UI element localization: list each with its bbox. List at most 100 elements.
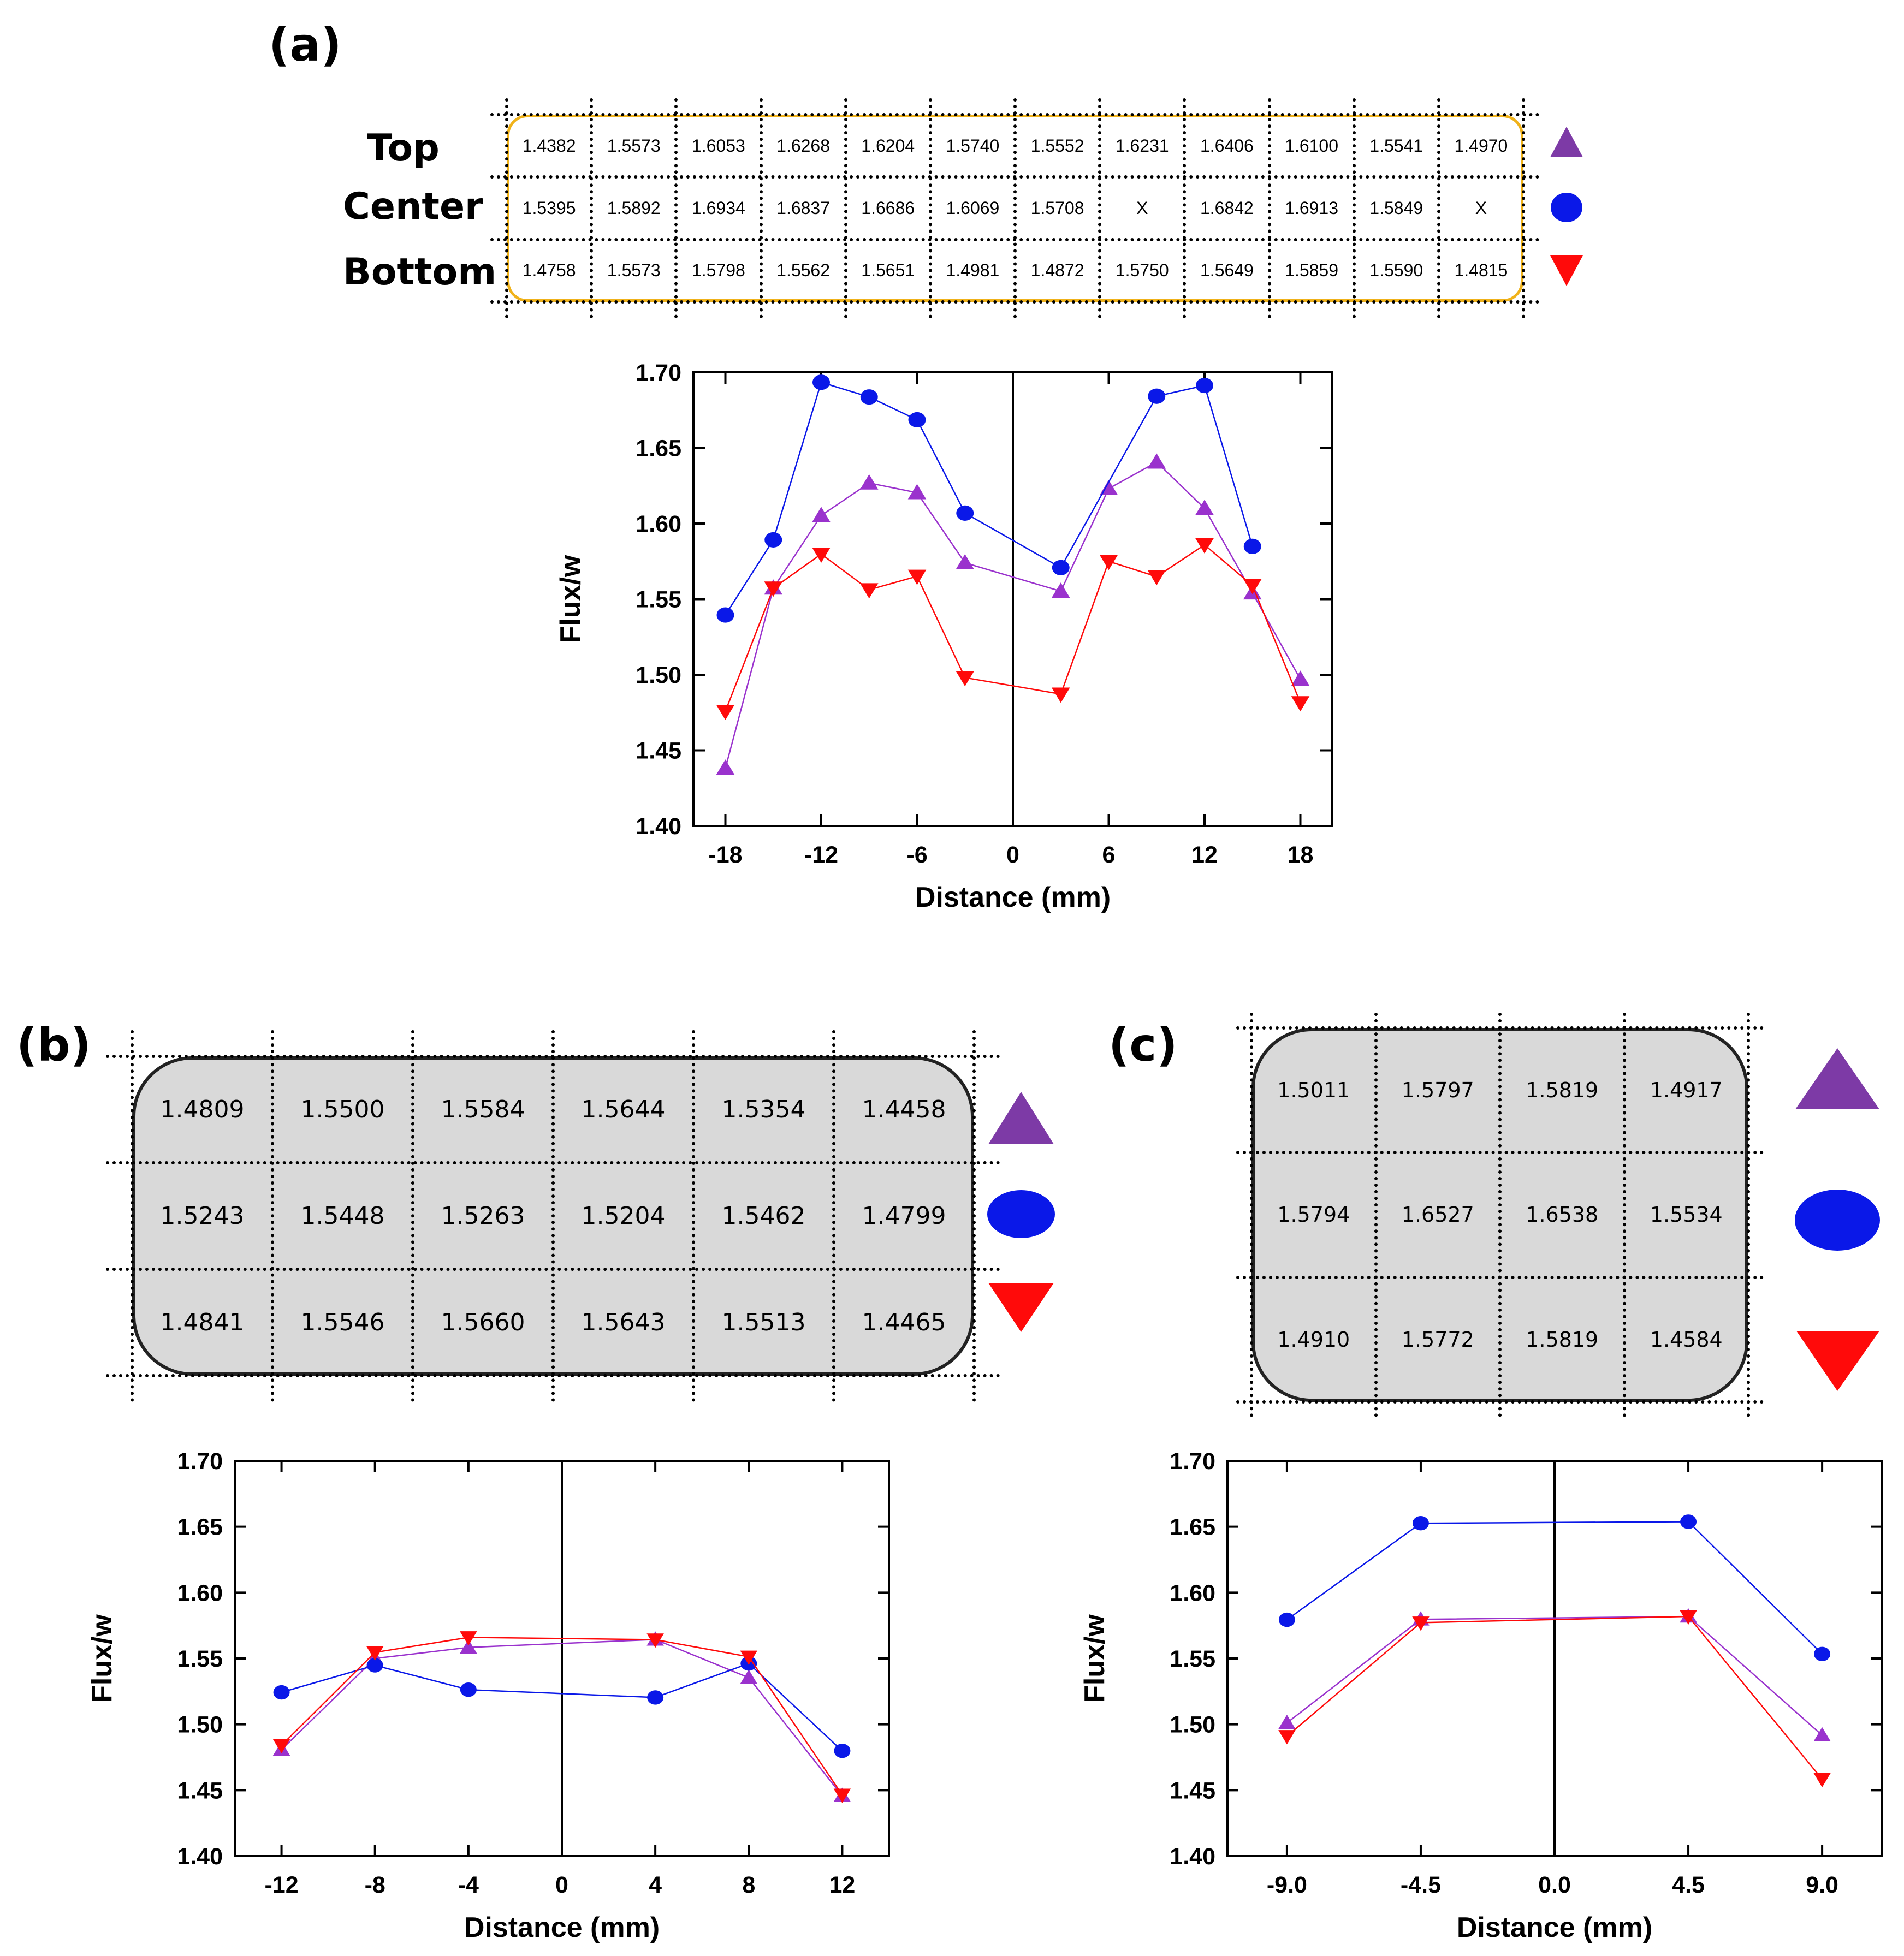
data-point-top bbox=[1291, 670, 1310, 686]
grid-b-vline bbox=[131, 1030, 134, 1402]
y-tick-label: 1.60 bbox=[177, 1580, 223, 1606]
table-cell: 1.5448 bbox=[300, 1202, 385, 1230]
data-point-top bbox=[460, 1639, 477, 1654]
data-point-center bbox=[1278, 1612, 1295, 1627]
grid-a-vline bbox=[674, 98, 678, 318]
x-axis-title: Distance (mm) bbox=[915, 882, 1111, 913]
table-cell: 1.5354 bbox=[721, 1096, 806, 1123]
y-tick-label: 1.65 bbox=[636, 436, 681, 462]
table-cell: 1.5584 bbox=[441, 1096, 525, 1123]
table-cell: 1.6934 bbox=[691, 198, 745, 218]
data-point-center bbox=[1196, 378, 1213, 394]
data-point-center bbox=[860, 389, 878, 405]
legend-a-top-icon bbox=[1550, 127, 1583, 157]
x-tick-label: -12 bbox=[804, 842, 838, 868]
x-tick-label: -4.5 bbox=[1401, 1872, 1441, 1898]
grid-a-hline bbox=[490, 237, 1540, 241]
data-point-bottom bbox=[1412, 1616, 1430, 1631]
data-point-bottom bbox=[907, 569, 927, 585]
table-cell: 1.6100 bbox=[1285, 135, 1339, 156]
grid-b-vline bbox=[972, 1030, 976, 1402]
series-line-top bbox=[1286, 1615, 1823, 1736]
table-cell: 1.5797 bbox=[1401, 1078, 1474, 1103]
table-cell: 1.4382 bbox=[522, 135, 576, 156]
table-cell: 1.6231 bbox=[1115, 135, 1169, 156]
data-point-bottom bbox=[1099, 555, 1118, 570]
table-cell: 1.6538 bbox=[1526, 1203, 1599, 1227]
grid-b-hline bbox=[106, 1055, 1000, 1058]
y-tick-label: 1.70 bbox=[636, 360, 681, 386]
table-cell: 1.6913 bbox=[1285, 198, 1339, 218]
table-cell: 1.5644 bbox=[581, 1096, 666, 1123]
table-cell: 1.5513 bbox=[721, 1309, 806, 1336]
x-tick-label: 12 bbox=[1191, 842, 1218, 868]
y-tick-label: 1.40 bbox=[177, 1844, 223, 1870]
table-cell: 1.5534 bbox=[1650, 1203, 1723, 1227]
x-tick-label: -9.0 bbox=[1267, 1872, 1307, 1898]
grid-b-hline bbox=[106, 1268, 1000, 1271]
legend-c-center-icon bbox=[1795, 1190, 1880, 1251]
y-tick-label: 1.55 bbox=[1170, 1646, 1215, 1672]
table-cell: 1.5798 bbox=[691, 260, 745, 281]
grid-a-vline bbox=[1013, 98, 1017, 318]
grid-b-vline bbox=[271, 1030, 274, 1402]
data-point-bottom bbox=[1243, 579, 1262, 594]
grid-b-vline bbox=[551, 1030, 555, 1402]
table-cell: 1.5590 bbox=[1369, 260, 1423, 281]
panel-label-b: (b) bbox=[16, 1018, 91, 1072]
table-cell: 1.5740 bbox=[946, 135, 1000, 156]
table-cell: 1.6268 bbox=[776, 135, 831, 156]
y-axis-title: Flux/w bbox=[86, 1614, 118, 1703]
table-cell: 1.6686 bbox=[861, 198, 915, 218]
table-cell: 1.6406 bbox=[1200, 135, 1254, 156]
data-point-bottom bbox=[716, 705, 735, 721]
data-point-top bbox=[812, 507, 831, 522]
grid-c-vline bbox=[1250, 1013, 1253, 1417]
table-cell: 1.5651 bbox=[861, 260, 915, 281]
row-label-top: Top bbox=[367, 127, 440, 170]
panel-label-a: (a) bbox=[269, 18, 342, 72]
table-cell: 1.6842 bbox=[1200, 198, 1254, 218]
table-cell: 1.5541 bbox=[1369, 135, 1423, 156]
y-tick-label: 1.50 bbox=[1170, 1712, 1215, 1738]
table-cell: 1.4809 bbox=[160, 1096, 245, 1123]
data-point-bottom bbox=[833, 1788, 851, 1803]
data-point-bottom bbox=[1195, 538, 1214, 554]
grid-a-vline bbox=[1437, 98, 1440, 318]
y-tick-label: 1.65 bbox=[1170, 1514, 1215, 1541]
x-tick-label: -12 bbox=[264, 1872, 298, 1898]
grid-c-vline bbox=[1622, 1013, 1626, 1417]
x-tick-label: 18 bbox=[1288, 842, 1314, 868]
y-tick-label: 1.50 bbox=[177, 1712, 223, 1738]
data-point-bottom bbox=[1278, 1730, 1296, 1745]
grid-a-vline bbox=[590, 98, 594, 318]
table-cell: 1.5500 bbox=[300, 1096, 385, 1123]
panel-label-c: (c) bbox=[1108, 1018, 1178, 1072]
grid-a-vline bbox=[1267, 98, 1271, 318]
x-tick-label: 4.5 bbox=[1672, 1872, 1705, 1898]
x-tick-label: 0 bbox=[1006, 842, 1019, 868]
table-cell: 1.4917 bbox=[1650, 1078, 1723, 1103]
grid-a-vline bbox=[505, 98, 508, 318]
data-point-bottom bbox=[1291, 696, 1310, 712]
y-tick-label: 1.70 bbox=[177, 1448, 223, 1475]
table-cell: 1.4872 bbox=[1030, 260, 1084, 281]
data-point-bottom bbox=[1813, 1773, 1831, 1788]
data-point-bottom bbox=[812, 547, 831, 563]
table-cell: 1.5263 bbox=[441, 1202, 525, 1230]
data-point-center bbox=[1052, 560, 1070, 575]
y-tick-label: 1.45 bbox=[177, 1777, 223, 1804]
table-cell: 1.4465 bbox=[862, 1309, 946, 1336]
grid-b-vline bbox=[832, 1030, 835, 1402]
y-tick-label: 1.65 bbox=[177, 1514, 223, 1541]
grid-a-vline bbox=[759, 98, 763, 318]
series-line-center bbox=[1286, 1521, 1823, 1655]
grid-c-vline bbox=[1747, 1013, 1750, 1417]
series-line-bottom bbox=[281, 1637, 843, 1796]
table-cell: 1.4815 bbox=[1454, 260, 1508, 281]
